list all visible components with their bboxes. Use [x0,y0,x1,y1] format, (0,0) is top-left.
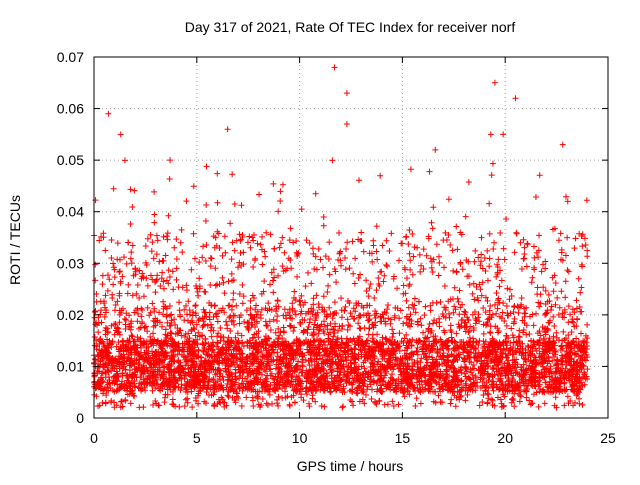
chart-background [0,0,640,480]
